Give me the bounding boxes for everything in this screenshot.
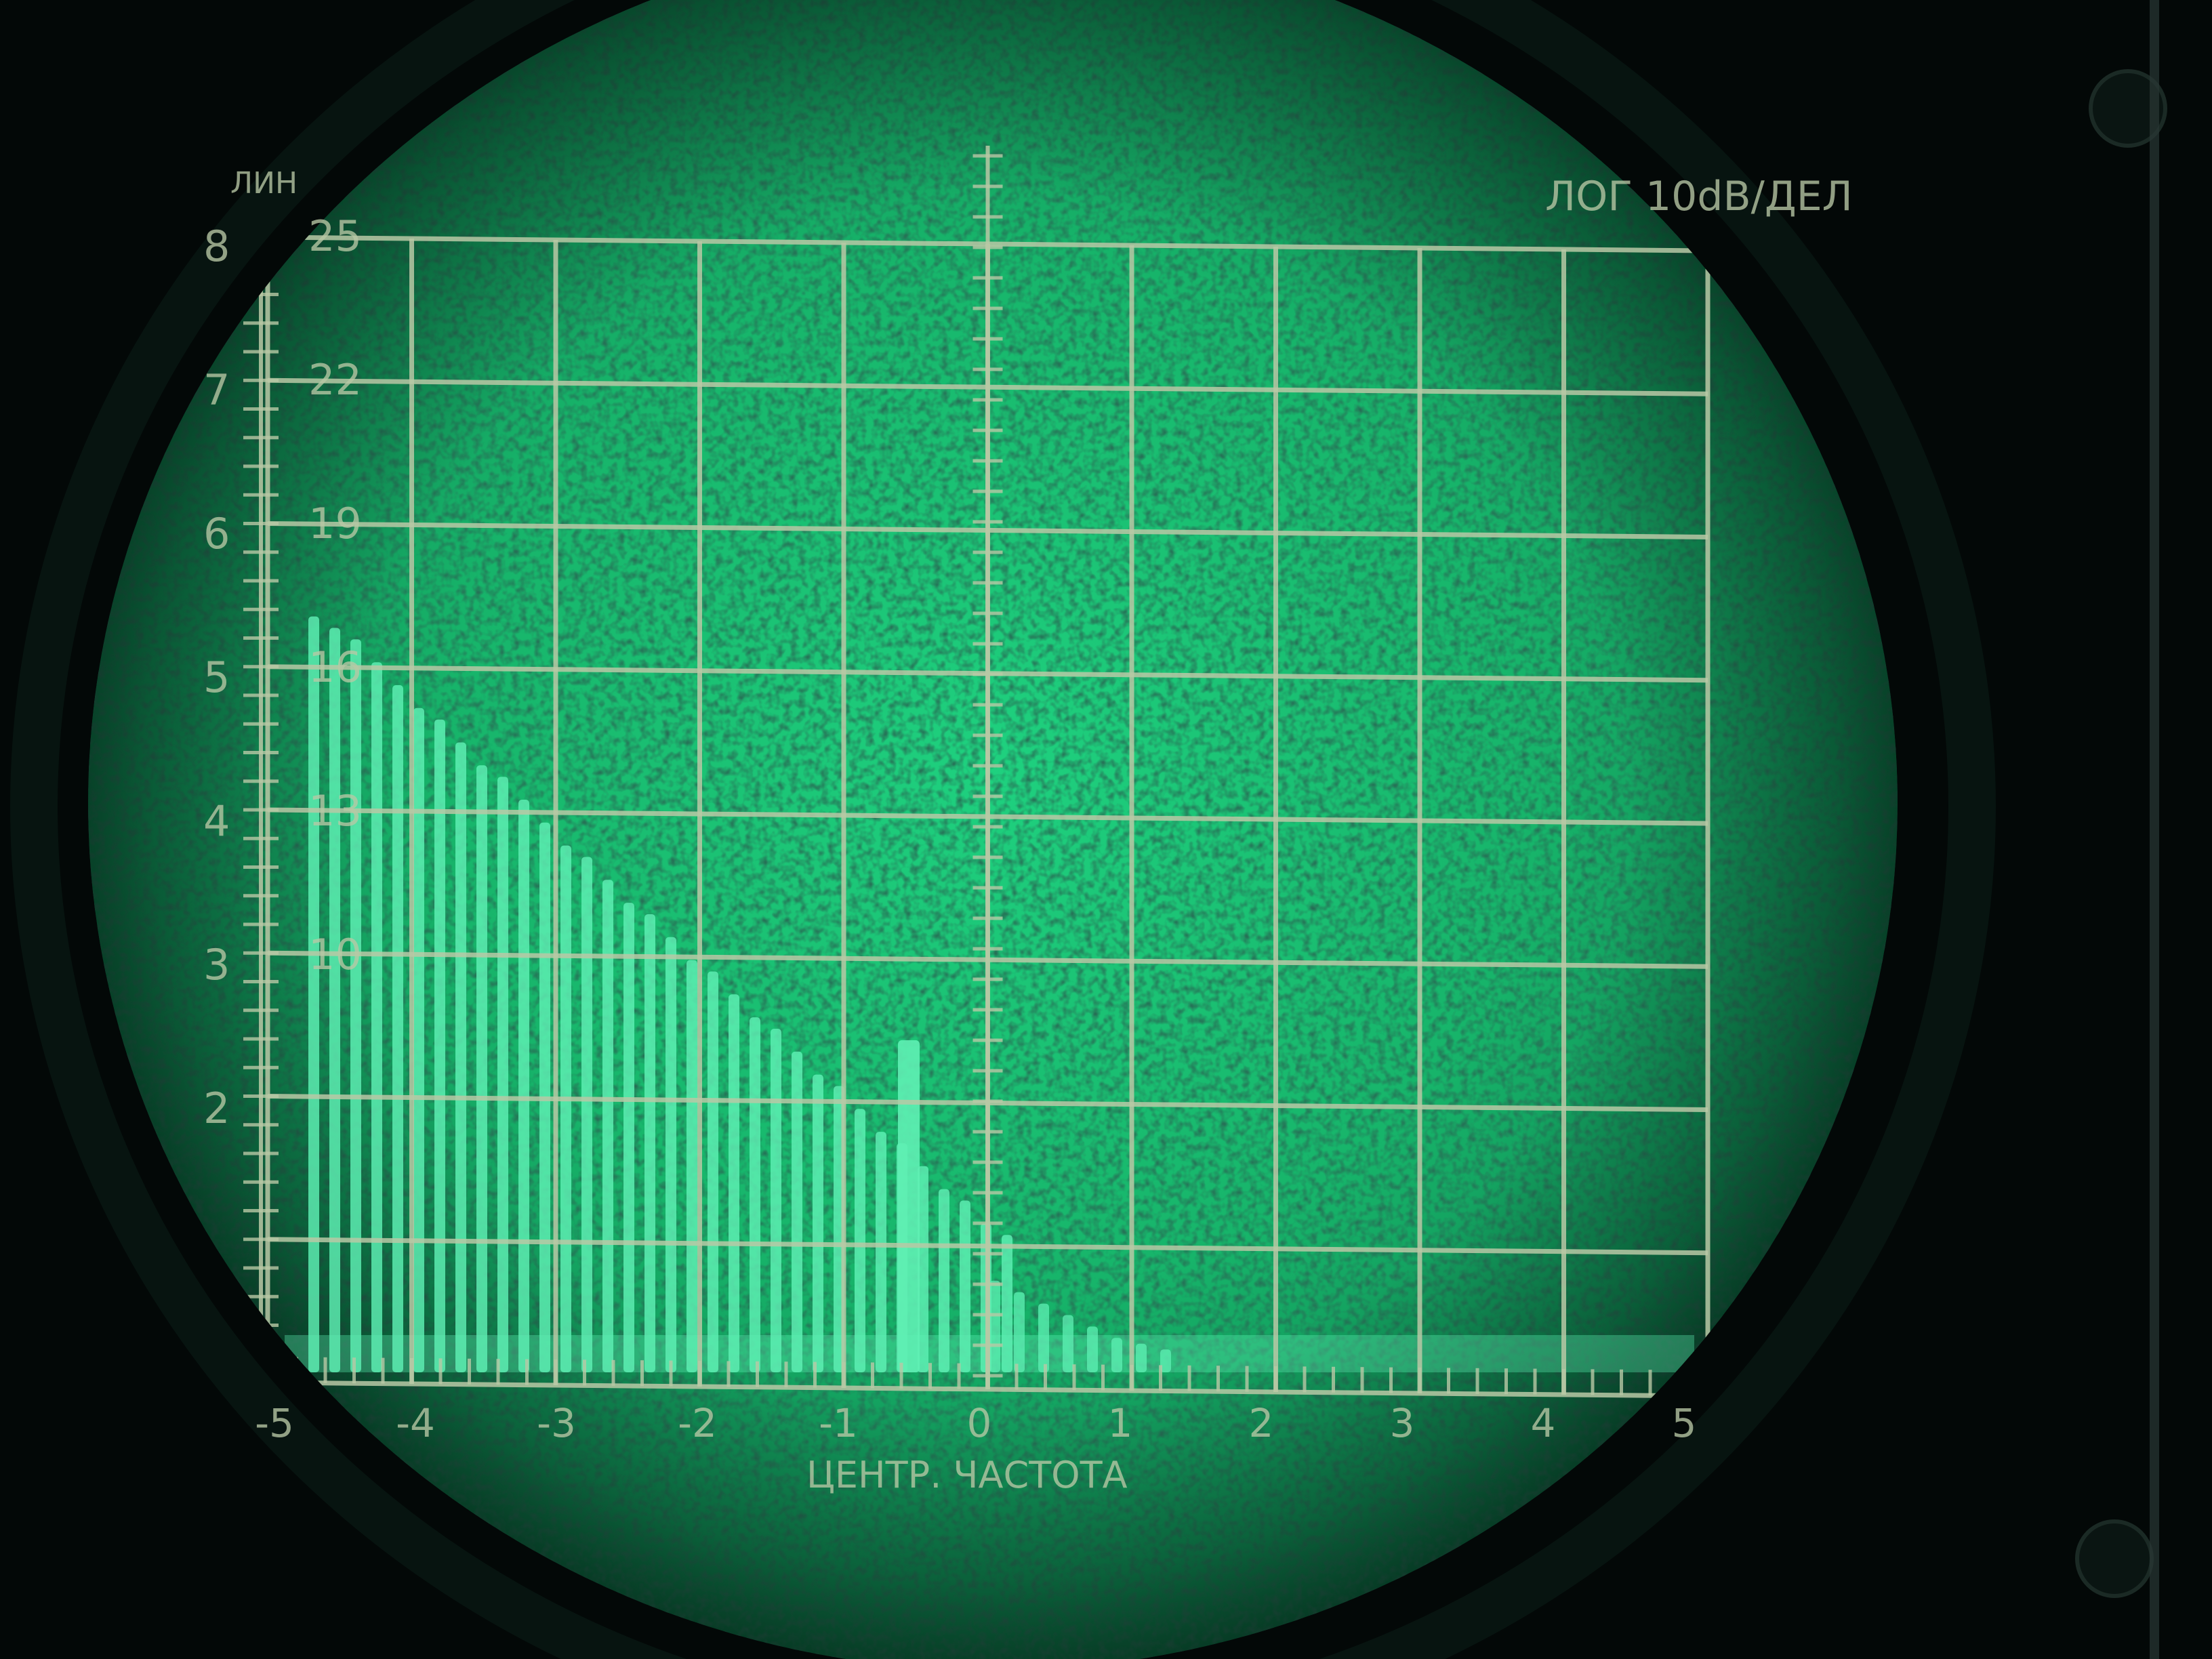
lin-scale-label: 7 bbox=[203, 365, 230, 415]
spectrum-bar bbox=[413, 708, 424, 1372]
lin-label: ЛИН bbox=[230, 166, 298, 201]
freq-scale-label: -4 bbox=[396, 1400, 435, 1446]
freq-scale-label: 1 bbox=[1108, 1400, 1133, 1446]
lin-scale-label: 4 bbox=[203, 796, 230, 846]
freq-scale-label: 2 bbox=[1249, 1400, 1274, 1446]
spectrum-bar bbox=[392, 685, 403, 1372]
lin-scale-label: 8 bbox=[203, 222, 230, 271]
graticule bbox=[243, 146, 1711, 1399]
freq-scale-label: -1 bbox=[819, 1400, 858, 1446]
spectrum-bar bbox=[708, 971, 718, 1372]
log-scale-label: 19 bbox=[308, 499, 362, 548]
lin-scale-label: 2 bbox=[203, 1084, 230, 1133]
freq-scale-label: 3 bbox=[1390, 1400, 1415, 1446]
spectrum-bar bbox=[855, 1109, 865, 1372]
spectrum-bar bbox=[434, 719, 445, 1372]
spectrum-bar bbox=[729, 994, 739, 1372]
freq-scale-label: 0 bbox=[967, 1400, 992, 1446]
spectrum-bar bbox=[476, 765, 487, 1372]
lin-scale-label: 5 bbox=[203, 653, 230, 702]
spectrum-bar bbox=[750, 1017, 760, 1372]
spectrum-trace bbox=[285, 616, 1694, 1373]
spectrum-bar bbox=[371, 662, 382, 1373]
spectrum-bar bbox=[1063, 1315, 1073, 1372]
spectrum-bar bbox=[518, 800, 529, 1372]
lin-scale-label: 3 bbox=[203, 940, 230, 989]
mount-hole-bottom-right bbox=[2075, 1519, 2154, 1598]
spectrum-bar bbox=[813, 1074, 823, 1372]
spectrum-bar bbox=[876, 1132, 886, 1372]
log-label: ЛОГ 10dB/ДЕЛ bbox=[1545, 173, 1853, 220]
freq-scale: -5 -4 -3 -2 -1 0 1 2 3 4 5 bbox=[255, 1400, 1696, 1446]
spectrum-bar bbox=[939, 1189, 949, 1372]
log-scale-label: 16 bbox=[308, 642, 362, 692]
log-scale-label: 13 bbox=[308, 786, 362, 836]
spectrum-bar bbox=[1002, 1235, 1012, 1372]
spectrum-bar bbox=[455, 742, 466, 1372]
spectrum-peak bbox=[898, 1040, 920, 1372]
spectrum-bar bbox=[308, 616, 319, 1372]
center-frequency-label: ЦЕНТР. ЧАСТОТА bbox=[806, 1454, 1128, 1496]
log-scale-label: 25 bbox=[308, 211, 362, 261]
spectrum-bar bbox=[560, 845, 571, 1372]
bezel-rim bbox=[10, 0, 1996, 1659]
spectrum-bar bbox=[350, 639, 361, 1372]
spectrum-bar bbox=[1038, 1303, 1049, 1372]
spectrum-bar bbox=[918, 1166, 928, 1372]
spectrum-bar bbox=[792, 1051, 802, 1372]
lin-scale: 8 7 6 5 4 3 2 bbox=[203, 222, 230, 1133]
log-scale: 25 22 19 16 13 10 bbox=[308, 211, 362, 979]
spectrum-bar bbox=[1136, 1343, 1147, 1372]
freq-scale-label: -3 bbox=[537, 1400, 576, 1446]
spectrum-bar bbox=[644, 914, 655, 1372]
spectrum-bar bbox=[623, 903, 634, 1372]
log-scale-label: 10 bbox=[308, 930, 362, 979]
mount-hole-top-right bbox=[2089, 69, 2167, 148]
lin-scale-label: 6 bbox=[203, 509, 230, 558]
spectrum-bar bbox=[497, 777, 508, 1372]
spectrum-bar bbox=[665, 937, 676, 1372]
spectrum-bar bbox=[771, 1029, 781, 1372]
spectrum-bar bbox=[1111, 1338, 1122, 1372]
freq-scale-label: -5 bbox=[255, 1400, 294, 1446]
spectrum-bar bbox=[602, 880, 613, 1372]
spectrum-bar bbox=[989, 1280, 1000, 1372]
log-scale-label: 22 bbox=[308, 355, 362, 405]
spectrum-bar bbox=[329, 628, 340, 1372]
bezel-edge-highlight bbox=[2150, 0, 2159, 1659]
spectrum-bar bbox=[960, 1200, 970, 1372]
spectrum-bar bbox=[1014, 1292, 1025, 1372]
freq-scale-label: 5 bbox=[1672, 1400, 1697, 1446]
freq-scale-label: 4 bbox=[1531, 1400, 1556, 1446]
spectrum-bar bbox=[687, 960, 697, 1372]
freq-scale-label: -2 bbox=[678, 1400, 717, 1446]
spectrum-bar bbox=[1087, 1326, 1098, 1372]
spectrum-bar bbox=[1160, 1349, 1171, 1372]
spectrum-bar bbox=[581, 857, 592, 1372]
